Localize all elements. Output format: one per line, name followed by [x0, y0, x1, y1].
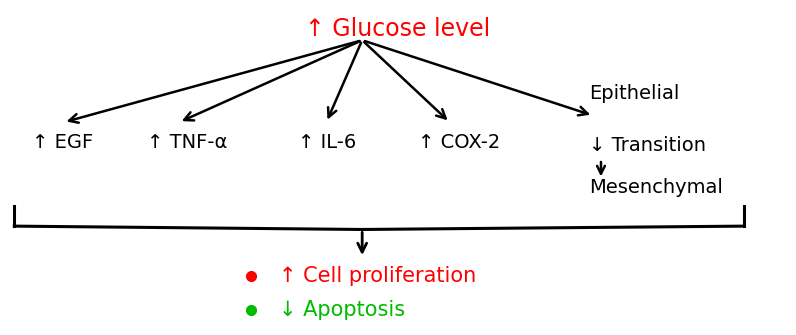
Text: ↑ Cell proliferation: ↑ Cell proliferation	[279, 266, 476, 286]
Text: ↑ IL-6: ↑ IL-6	[298, 133, 357, 152]
Text: Epithelial: Epithelial	[589, 84, 680, 103]
Text: ↑ COX-2: ↑ COX-2	[418, 133, 500, 152]
Text: Mesenchymal: Mesenchymal	[589, 178, 723, 197]
Text: ↓ Transition: ↓ Transition	[589, 136, 706, 155]
Text: ↓ Apoptosis: ↓ Apoptosis	[279, 300, 404, 320]
Text: ↑ EGF: ↑ EGF	[32, 133, 93, 152]
Text: ↑ TNF-α: ↑ TNF-α	[147, 133, 228, 152]
Text: ↑ Glucose level: ↑ Glucose level	[306, 17, 490, 41]
